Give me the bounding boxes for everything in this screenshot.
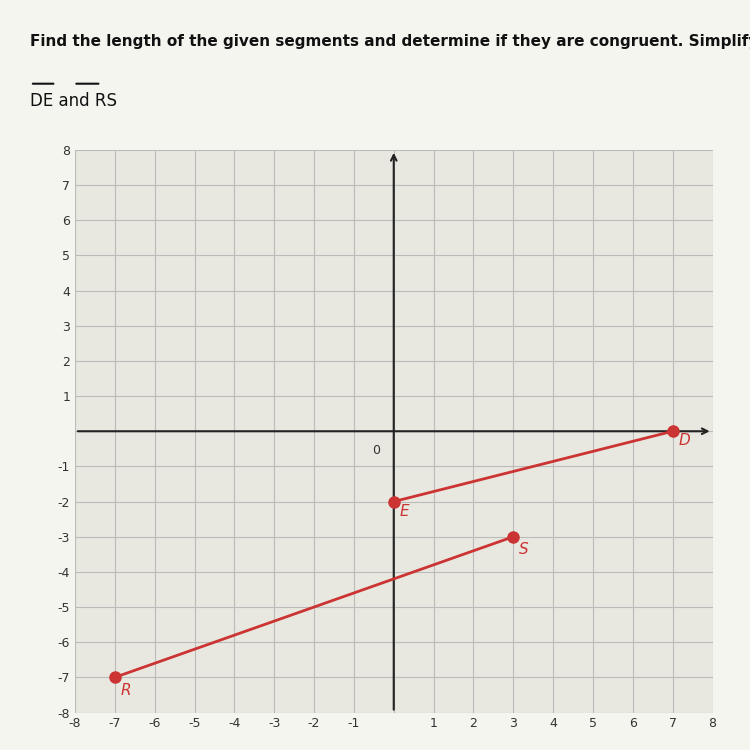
Text: Find the length of the given segments and determine if they are congruent. Simpl: Find the length of the given segments an… <box>30 34 750 49</box>
Text: R: R <box>121 683 131 698</box>
Text: E: E <box>400 504 410 519</box>
Text: 0: 0 <box>372 443 380 457</box>
Text: S: S <box>519 542 529 557</box>
Text: DE and RS: DE and RS <box>30 92 117 110</box>
Text: D: D <box>679 433 691 448</box>
